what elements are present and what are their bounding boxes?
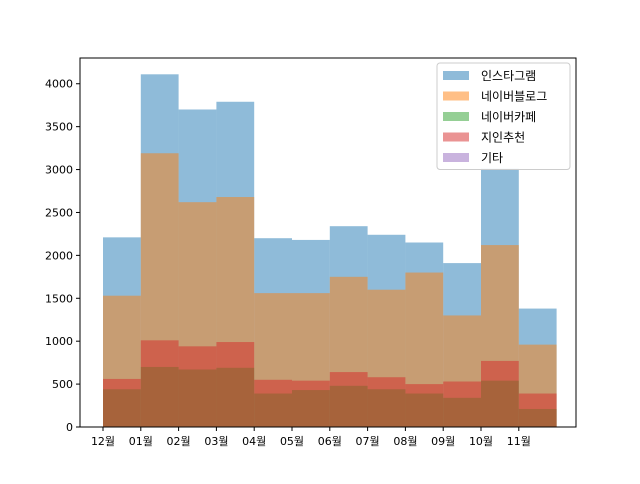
legend-box bbox=[436, 62, 571, 170]
x-tick-label: 02월 bbox=[167, 435, 191, 448]
bars-layer bbox=[103, 74, 557, 428]
legend-swatch bbox=[443, 91, 469, 101]
bar bbox=[254, 379, 292, 427]
series-4 bbox=[103, 340, 557, 427]
bar bbox=[443, 381, 481, 427]
y-tick-label: 500 bbox=[52, 378, 73, 391]
legend-label: 지인추천 bbox=[481, 130, 525, 145]
legend-label: 인스타그램 bbox=[481, 69, 536, 83]
x-tick-label: 10월 bbox=[469, 435, 493, 448]
bar bbox=[140, 340, 179, 427]
bar bbox=[292, 380, 330, 427]
y-tick-label: 1500 bbox=[45, 292, 73, 305]
bar bbox=[518, 393, 557, 427]
x-tick-label: 03월 bbox=[204, 435, 228, 448]
x-tick-label: 12월 bbox=[91, 435, 115, 448]
bar bbox=[178, 346, 217, 427]
x-tick-label: 09월 bbox=[431, 435, 455, 448]
x-tick-label: 08월 bbox=[393, 435, 417, 448]
x-tick-label: 01월 bbox=[129, 435, 153, 448]
y-tick-label: 3000 bbox=[45, 164, 73, 177]
bar bbox=[367, 377, 406, 427]
y-tick-label: 1000 bbox=[45, 335, 73, 348]
bar bbox=[216, 342, 255, 427]
y-tick-label: 2500 bbox=[45, 206, 73, 219]
y-tick-label: 4000 bbox=[45, 78, 73, 91]
axes-layer: 0 500 1000 1500 2000 2500 3000 3500 4000 12월 01월 02… bbox=[45, 57, 577, 448]
legend-swatch bbox=[443, 112, 469, 121]
plot-frame bbox=[79, 57, 577, 428]
bar bbox=[103, 378, 141, 427]
bar bbox=[329, 372, 368, 427]
legend-swatch bbox=[443, 132, 469, 142]
legend-swatch bbox=[443, 71, 469, 80]
y-tick-label: 0 bbox=[66, 421, 73, 434]
bar bbox=[405, 384, 444, 427]
y-tick-label: 2000 bbox=[45, 249, 73, 262]
x-tick-label: 05월 bbox=[280, 435, 304, 448]
legend-label: 네이버블로그 bbox=[481, 90, 547, 104]
legend-label: 네이버카페 bbox=[481, 110, 536, 124]
x-tick-label: 06월 bbox=[318, 435, 342, 448]
x-tick-label: 07월 bbox=[356, 435, 380, 448]
y-tick-label: 3500 bbox=[45, 121, 73, 134]
legend-swatch bbox=[443, 153, 469, 162]
legend-label: 기타 bbox=[481, 151, 503, 165]
x-tick-label: 04월 bbox=[242, 435, 266, 448]
bar bbox=[481, 360, 519, 427]
x-tick-label: 11월 bbox=[507, 435, 531, 448]
